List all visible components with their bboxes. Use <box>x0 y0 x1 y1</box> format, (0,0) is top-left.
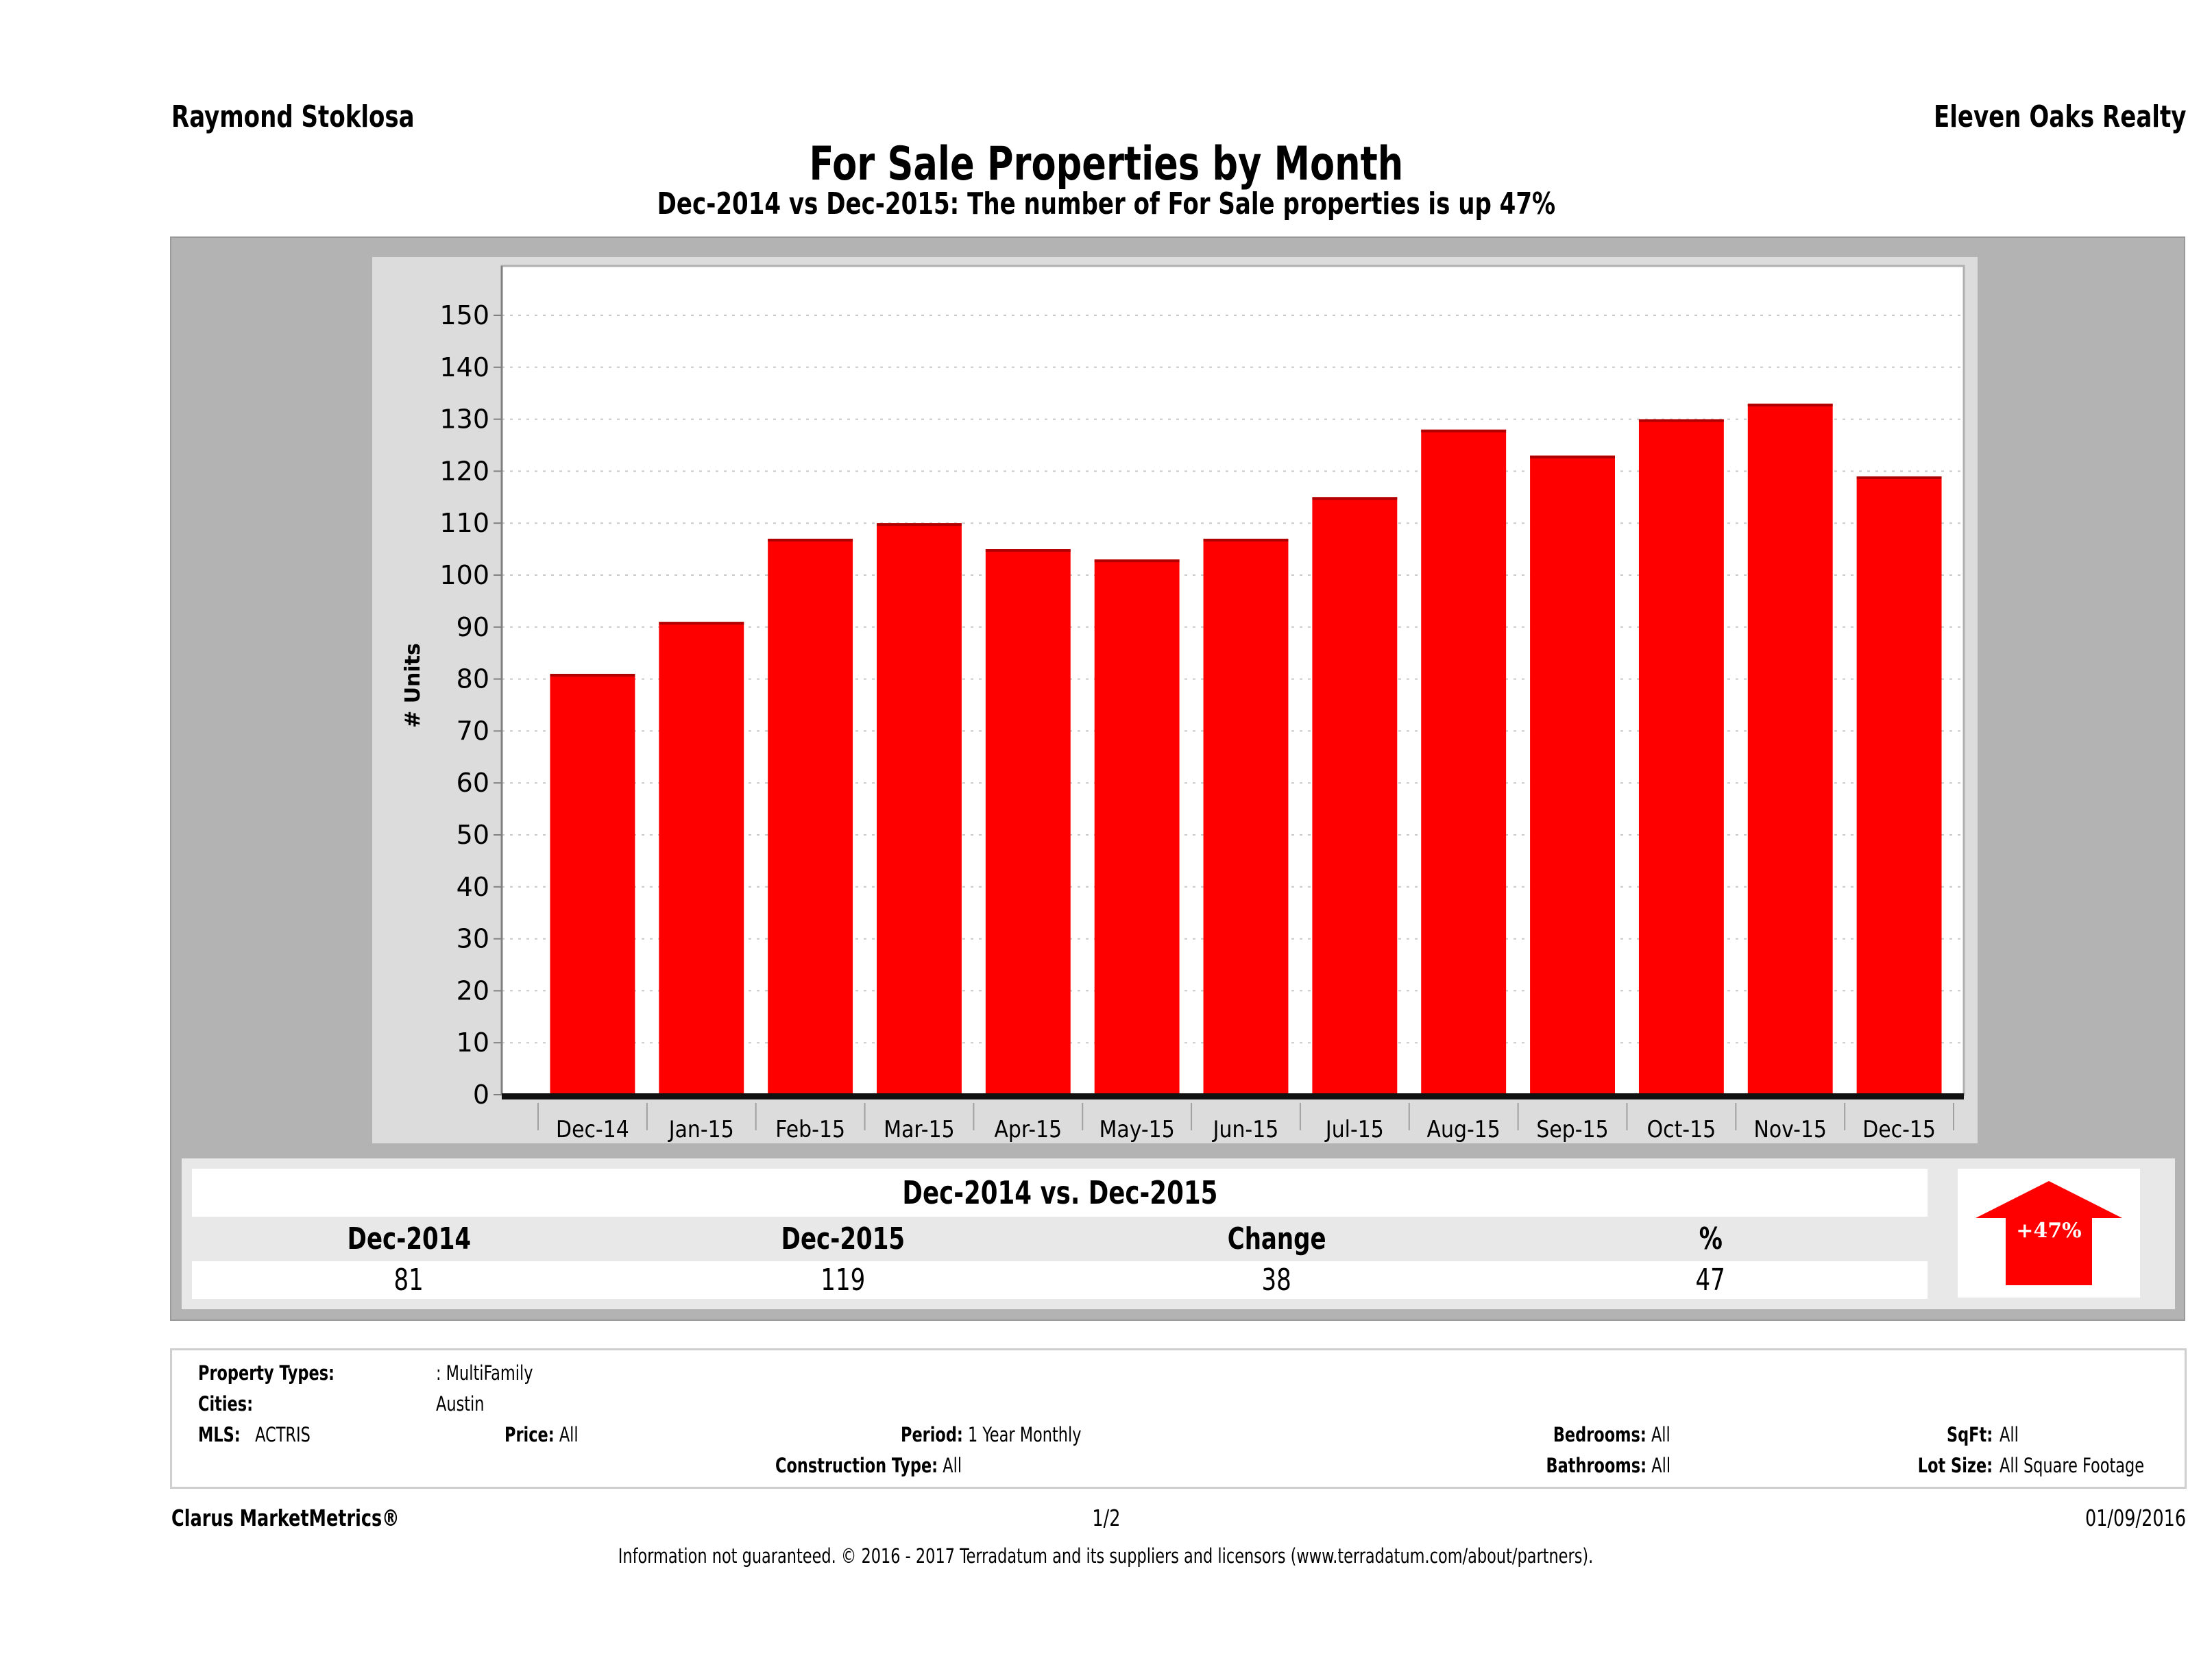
header-dec-2015: Dec-2015 <box>781 1221 905 1256</box>
report-date: 01/09/2016 <box>2085 1505 2186 1531</box>
search-criteria-box: Property Types: : MultiFamily Cities: Au… <box>170 1348 2187 1489</box>
bathrooms-value: All <box>1651 1454 1670 1477</box>
criteria-period: Period: 1 Year Monthly <box>901 1423 1110 1446</box>
value-change: 38 <box>1261 1263 1292 1298</box>
header-percent: % <box>1699 1221 1723 1256</box>
lot-size-value: All Square Footage <box>2000 1454 2145 1477</box>
report-title: For Sale Properties by Month <box>0 137 2212 191</box>
criteria-property-types: Property Types: <box>198 1361 356 1385</box>
summary-header-cell: Dec-2015 <box>626 1217 1060 1261</box>
page-number: 1/2 <box>1091 1505 1121 1531</box>
brokerage-name: Eleven Oaks Realty <box>1933 99 2186 134</box>
bathrooms-label: Bathrooms: <box>1546 1454 1647 1477</box>
price-label: Price: <box>505 1423 555 1446</box>
agent-name: Raymond Stoklosa <box>171 99 415 134</box>
footer-date: 01/09/2016 <box>2069 1505 2186 1531</box>
summary-header-row: Dec-2014 Dec-2015 Change % <box>192 1217 1928 1261</box>
criteria-construction: Construction Type: All <box>775 1454 992 1477</box>
summary-header-cell: Dec-2014 <box>192 1217 626 1261</box>
report-title-text: For Sale Properties by Month <box>809 137 1403 191</box>
criteria-cities-value: Austin <box>436 1392 492 1415</box>
footer-product: Clarus MarketMetrics® <box>171 1505 437 1531</box>
price-value: All <box>559 1423 579 1446</box>
summary-title-text: Dec-2014 vs. Dec-2015 <box>902 1174 1217 1211</box>
summary-value-cell: 38 <box>1060 1261 1494 1299</box>
summary-value-cell: 119 <box>626 1261 1060 1299</box>
criteria-property-types-value: : MultiFamily <box>436 1361 549 1385</box>
sqft-label: SqFt: <box>1946 1423 1993 1446</box>
criteria-bedrooms: Bedrooms: All <box>1534 1423 1670 1446</box>
up-arrow-shape <box>1976 1181 2122 1285</box>
summary-title: Dec-2014 vs. Dec-2015 <box>192 1169 1928 1217</box>
header-change: Change <box>1227 1221 1326 1256</box>
period-value: 1 Year Monthly <box>968 1423 1082 1446</box>
cities-label: Cities: <box>198 1392 254 1415</box>
summary-header-cell: Change <box>1060 1217 1494 1261</box>
criteria-mls: MLS: ACTRIS <box>198 1423 329 1446</box>
change-badge: +47% <box>1958 1169 2140 1298</box>
report-subtitle: Dec-2014 vs Dec-2015: The number of For … <box>0 186 2212 221</box>
summary-header-cell: % <box>1494 1217 1928 1261</box>
property-types-value: : MultiFamily <box>436 1361 533 1385</box>
bedrooms-value: All <box>1651 1423 1670 1446</box>
criteria-cities: Cities: <box>198 1392 262 1415</box>
summary-value-row: 81 119 38 47 <box>192 1261 1928 1299</box>
construction-type-label: Construction Type: <box>775 1454 938 1477</box>
criteria-bathrooms: Bathrooms: All <box>1526 1454 1670 1477</box>
period-label: Period: <box>901 1423 963 1446</box>
value-dec-2014: 81 <box>393 1263 424 1298</box>
badge-label: +47% <box>2016 1219 2081 1243</box>
report-subtitle-text: Dec-2014 vs Dec-2015: The number of For … <box>657 186 1555 221</box>
header-dec-2014: Dec-2014 <box>347 1221 471 1256</box>
summary-value-cell: 47 <box>1494 1261 1928 1299</box>
value-dec-2015: 119 <box>821 1263 865 1298</box>
disclaimer-text: Information not guaranteed. © 2016 - 201… <box>618 1544 1594 1568</box>
lot-size-label: Lot Size: <box>1917 1454 1993 1477</box>
sqft-value: All <box>2000 1423 2019 1446</box>
chart-panel <box>372 257 1978 1143</box>
up-arrow-icon: +47% <box>1976 1181 2122 1285</box>
construction-type-value: All <box>943 1454 962 1477</box>
criteria-price: Price: All <box>505 1423 590 1446</box>
cities-value: Austin <box>436 1392 485 1415</box>
value-percent: 47 <box>1695 1263 1726 1298</box>
footer-page-number: 1/2 <box>0 1505 2212 1531</box>
bedrooms-label: Bedrooms: <box>1553 1423 1647 1446</box>
product-name: Clarus MarketMetrics® <box>171 1505 400 1531</box>
mls-value: ACTRIS <box>255 1423 311 1446</box>
property-types-label: Property Types: <box>198 1361 335 1385</box>
footer-disclaimer: Information not guaranteed. © 2016 - 201… <box>0 1544 2212 1568</box>
mls-label: MLS: <box>198 1423 241 1446</box>
summary-value-cell: 81 <box>192 1261 626 1299</box>
